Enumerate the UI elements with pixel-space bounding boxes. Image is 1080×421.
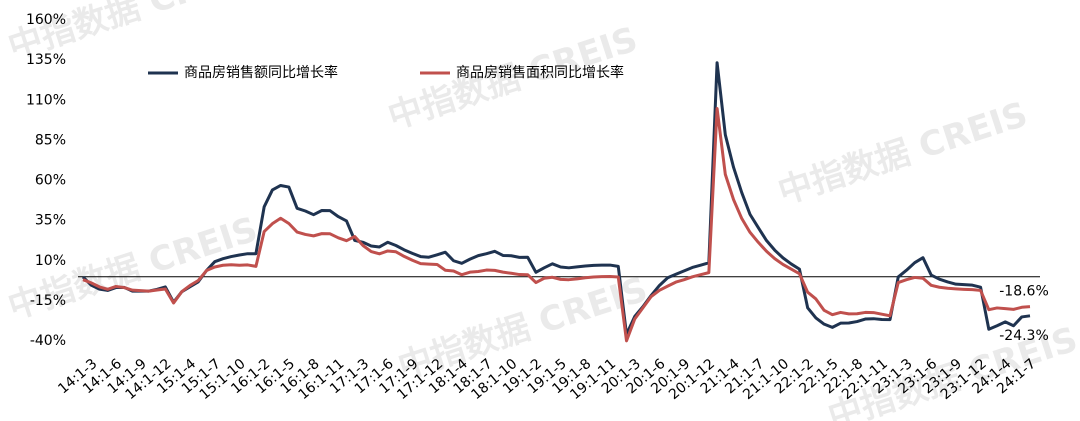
- y-tick-label: 60%: [35, 173, 66, 189]
- watermark: 中指数据 CREIS: [773, 94, 1032, 212]
- y-tick-label: 35%: [35, 213, 66, 229]
- legend-label: 商品房销售面积同比增长率: [456, 64, 624, 81]
- series-line: [82, 106, 1031, 343]
- y-tick-label: 10%: [35, 253, 66, 269]
- y-tick-label: 160%: [26, 12, 66, 28]
- y-tick-label: 135%: [26, 52, 66, 68]
- y-tick-label: 85%: [35, 132, 66, 148]
- data-label: -18.6%: [999, 284, 1049, 300]
- data-label: -24.3%: [999, 328, 1049, 344]
- series-line: [81, 61, 1031, 336]
- y-tick-label: -15%: [30, 293, 66, 309]
- legend-label: 商品房销售额同比增长率: [184, 64, 338, 81]
- y-tick-label: 110%: [26, 92, 66, 108]
- y-tick-label: -40%: [30, 333, 66, 349]
